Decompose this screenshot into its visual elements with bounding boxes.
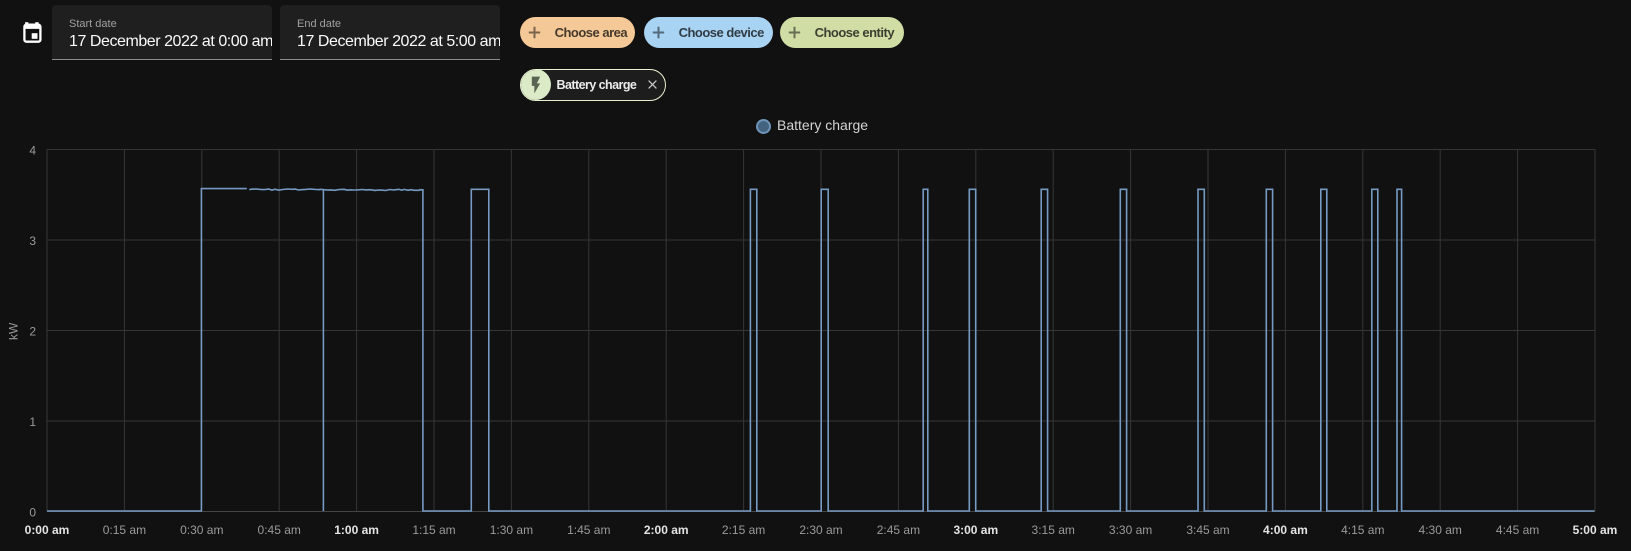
svg-text:2:30 am: 2:30 am — [799, 523, 842, 537]
svg-text:0:00 am: 0:00 am — [25, 523, 70, 537]
svg-text:4:15 am: 4:15 am — [1341, 523, 1384, 537]
svg-text:5:00 am: 5:00 am — [1573, 523, 1618, 537]
svg-text:kW: kW — [7, 322, 21, 340]
svg-text:0:45 am: 0:45 am — [258, 523, 301, 537]
svg-text:0:15 am: 0:15 am — [103, 523, 146, 537]
svg-text:1:00 am: 1:00 am — [334, 523, 379, 537]
svg-text:4:30 am: 4:30 am — [1419, 523, 1462, 537]
svg-text:3: 3 — [29, 234, 36, 248]
svg-text:1:45 am: 1:45 am — [567, 523, 610, 537]
svg-text:4: 4 — [29, 144, 36, 158]
svg-text:3:00 am: 3:00 am — [953, 523, 998, 537]
svg-text:0:30 am: 0:30 am — [180, 523, 223, 537]
svg-text:2:00 am: 2:00 am — [644, 523, 689, 537]
svg-text:3:45 am: 3:45 am — [1186, 523, 1229, 537]
svg-text:3:30 am: 3:30 am — [1109, 523, 1152, 537]
svg-text:4:45 am: 4:45 am — [1496, 523, 1539, 537]
svg-text:2: 2 — [29, 325, 36, 339]
svg-text:4:00 am: 4:00 am — [1263, 523, 1308, 537]
svg-text:2:15 am: 2:15 am — [722, 523, 765, 537]
svg-text:1:30 am: 1:30 am — [490, 523, 533, 537]
svg-text:3:15 am: 3:15 am — [1032, 523, 1075, 537]
svg-text:1:15 am: 1:15 am — [412, 523, 455, 537]
svg-text:2:45 am: 2:45 am — [877, 523, 920, 537]
svg-text:0: 0 — [29, 506, 36, 520]
svg-text:1: 1 — [29, 415, 36, 429]
